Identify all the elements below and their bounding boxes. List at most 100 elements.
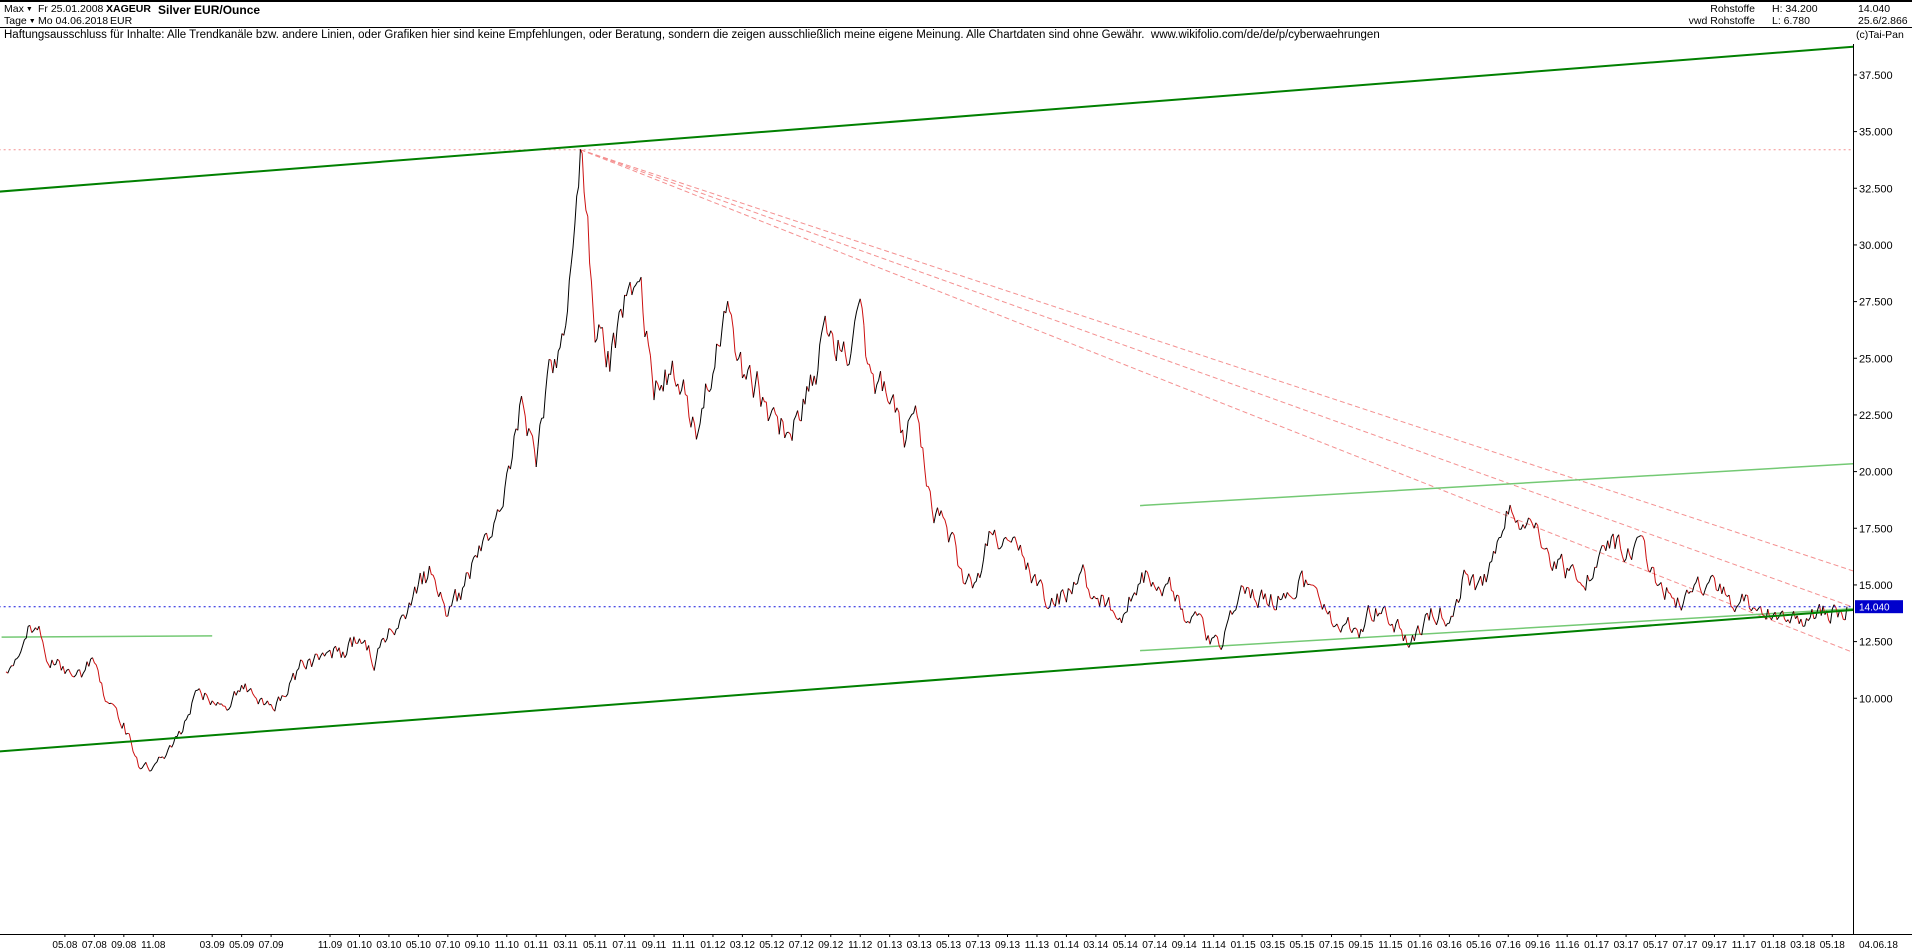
x-axis-label: 07.09: [259, 940, 284, 951]
current-price-tag-label: 14.040: [1859, 602, 1890, 613]
last-price-header: 14.040: [1858, 3, 1891, 15]
x-axis-label: 11.13: [1025, 940, 1050, 951]
x-axis-label: 11.09: [318, 940, 343, 951]
disclaimer-row: Haftungsausschluss für Inhalte: Alle Tre…: [0, 28, 1912, 44]
category-label: Rohstoffe: [1710, 3, 1755, 15]
x-axis-label: 05.17: [1643, 940, 1668, 951]
price-chart[interactable]: 37.500 35.000 32.500 30.000 27.500 25.000 22.5…: [0, 44, 1912, 952]
fan-line-3: [580, 149, 1853, 653]
y-axis-label: 35.000: [1859, 127, 1893, 139]
period-dropdown-label: Tage: [4, 15, 27, 27]
disclaimer-text: Haftungsausschluss für Inhalte: Alle Tre…: [4, 29, 1145, 41]
y-axis-label: 27.500: [1859, 297, 1893, 309]
start-date: Fr 25.01.2008: [38, 3, 104, 15]
trend-channel-lower: [0, 608, 1853, 753]
x-axis-label: 09.11: [642, 940, 667, 951]
y-axis-label: 12.500: [1859, 637, 1893, 649]
x-axis-label: 11.12: [848, 940, 873, 951]
support-line-left: [1, 635, 213, 638]
x-axis-label: 05.14: [1113, 940, 1138, 951]
range-dropdown[interactable]: Max ▼: [4, 4, 33, 15]
x-axis-label: 03.11: [554, 940, 579, 951]
x-axis-label: 09.15: [1348, 940, 1373, 951]
x-axis-label: 09.12: [818, 940, 843, 951]
symbol-code[interactable]: XAGEUR: [106, 3, 151, 15]
x-axis-label: 09.16: [1525, 940, 1550, 951]
x-axis-label: 05.12: [759, 940, 784, 951]
fan-line-2: [580, 149, 1853, 608]
x-axis-label: 03.13: [907, 940, 932, 951]
chevron-down-icon: ▼: [28, 18, 36, 25]
x-axis-label: 07.16: [1496, 940, 1521, 951]
x-axis-label: 11.17: [1732, 940, 1757, 951]
price-series-down: [5, 149, 1846, 772]
x-axis-label: 03.18: [1790, 940, 1815, 951]
x-axis-label: 09.10: [465, 940, 490, 951]
x-axis-label: 01.15: [1231, 940, 1256, 951]
x-axis-last-date: 04.06.18: [1859, 940, 1898, 951]
x-axis-label: 09.17: [1702, 940, 1727, 951]
extra-stats: 25.6/2.866: [1858, 15, 1908, 27]
copyright-label: (c)Tai-Pan: [1856, 29, 1904, 41]
x-axis-label: 11.10: [495, 940, 520, 951]
y-axis-label: 20.000: [1859, 467, 1893, 479]
x-axis-label: 11.11: [672, 940, 696, 951]
x-axis-label: 07.13: [966, 940, 991, 951]
x-axis-label: 05.18: [1820, 940, 1845, 951]
x-axis-label: 05.16: [1466, 940, 1491, 951]
x-axis-label: 05.11: [583, 940, 608, 951]
y-axis-label: 32.500: [1859, 183, 1893, 195]
plot-area: [0, 45, 1853, 772]
x-axis-label: 03.17: [1614, 940, 1639, 951]
y-axis-label: 17.500: [1859, 523, 1893, 535]
x-axis-label: 03.14: [1083, 940, 1108, 951]
x-axis-label: 11.14: [1202, 940, 1227, 951]
range-dropdown-label: Max: [4, 3, 24, 15]
trend-channel-upper: [0, 45, 1853, 193]
x-axis-label: 01.16: [1407, 940, 1432, 951]
x-axis-label: 09.08: [111, 940, 136, 951]
high-value-label: H: 34.200: [1772, 3, 1818, 15]
chart-title: Silver EUR/Ounce: [158, 3, 261, 17]
x-axis-label: 01.10: [347, 940, 372, 951]
resistance-line-mid: [1140, 462, 1853, 507]
x-axis-label: 07.14: [1142, 940, 1167, 951]
x-axis-label: 11.16: [1555, 940, 1580, 951]
x-axis-label: 01.17: [1584, 940, 1609, 951]
x-axis-label: 03.09: [200, 940, 225, 951]
period-dropdown[interactable]: Tage ▼: [4, 16, 36, 27]
x-axis-label: 03.10: [376, 940, 401, 951]
x-axis-label: 01.18: [1761, 940, 1786, 951]
low-value-label: L: 6.780: [1772, 15, 1810, 27]
y-axis-label: 30.000: [1859, 240, 1893, 252]
x-axis-label: 05.13: [936, 940, 961, 951]
x-axis-label: 03.15: [1260, 940, 1285, 951]
source-label: vwd Rohstoffe: [1688, 15, 1755, 27]
y-axis-label: 37.500: [1859, 70, 1893, 82]
x-axis-label: 03.16: [1437, 940, 1462, 951]
x-axis-label: 01.11: [524, 940, 549, 951]
disclaimer-link[interactable]: www.wikifolio.com/de/de/p/cyberwaehrunge…: [1150, 29, 1380, 41]
x-axis-label: 01.12: [700, 940, 725, 951]
x-axis-label: 01.13: [877, 940, 902, 951]
y-axis-label: 10.000: [1859, 693, 1893, 705]
x-axis-label: 07.08: [82, 940, 107, 951]
x-axis-label: 11.15: [1378, 940, 1403, 951]
x-axis-label: 11.08: [141, 940, 166, 951]
x-axis-label: 01.14: [1054, 940, 1079, 951]
x-axis-label: 07.11: [612, 940, 637, 951]
window-top-border: [0, 0, 1912, 2]
x-axis-label: 07.10: [435, 940, 460, 951]
x-axis-label: 05.15: [1290, 940, 1315, 951]
x-axis-label: 03.12: [730, 940, 755, 951]
y-axis-label: 22.500: [1859, 410, 1893, 422]
x-axis-label: 05.10: [406, 940, 431, 951]
fan-line-1: [580, 149, 1853, 572]
price-series-up: [7, 149, 1848, 772]
x-axis-label: 05.08: [52, 940, 77, 951]
chevron-down-icon: ▼: [25, 6, 33, 13]
y-axis-label: 15.000: [1859, 580, 1893, 592]
x-axis-label: 05.09: [229, 940, 254, 951]
y-axis-label: 25.000: [1859, 353, 1893, 365]
